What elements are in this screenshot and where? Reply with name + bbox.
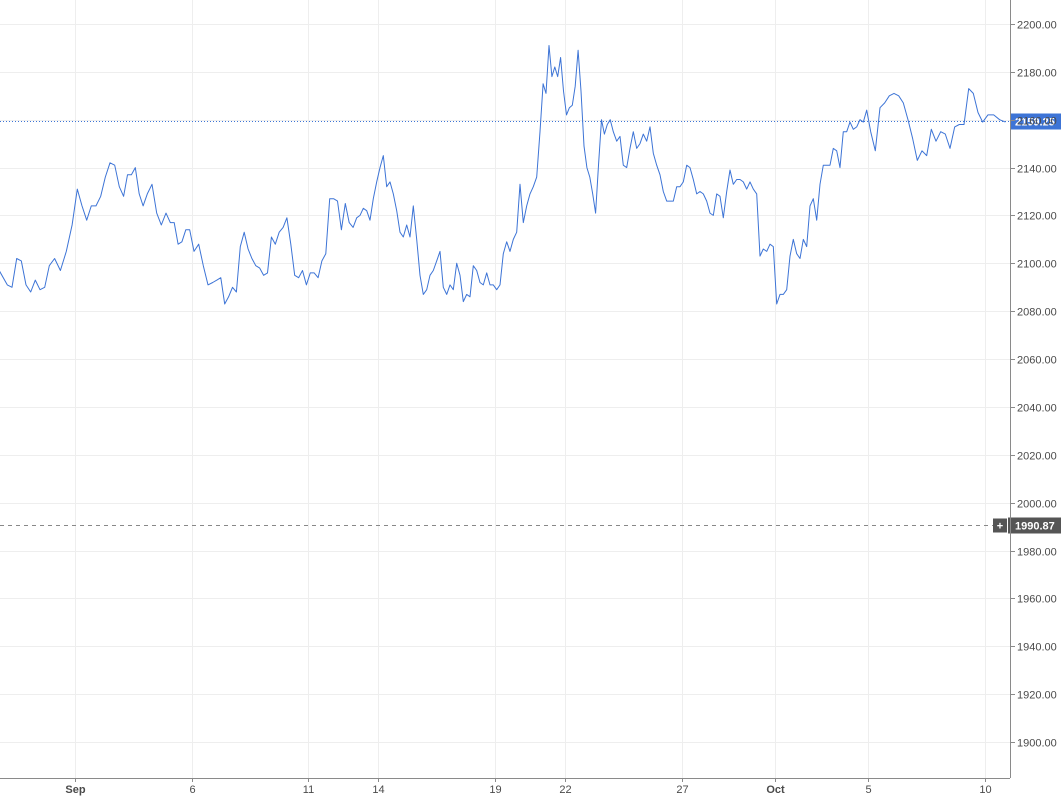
crosshair-plus-button[interactable] <box>993 518 1007 533</box>
y-tick-label: 1900.00 <box>1017 738 1057 750</box>
plus-icon: + <box>997 521 1003 533</box>
y-tick-label: 1960.00 <box>1017 594 1057 606</box>
x-tick-label: 22 <box>559 784 571 796</box>
y-tick-label: 1940.00 <box>1017 642 1057 654</box>
y-tick-label: 2200.00 <box>1017 20 1057 32</box>
last-price-label: 2159.25 <box>1015 117 1055 129</box>
y-tick-label: 1920.00 <box>1017 690 1057 702</box>
last-price-badge <box>1011 113 1061 130</box>
y-tick-label: 2120.00 <box>1017 211 1057 223</box>
x-tick-label: Sep <box>65 784 85 796</box>
grid-lines <box>0 0 1010 778</box>
x-tick-label: 6 <box>189 784 195 796</box>
x-tick-label: 19 <box>489 784 501 796</box>
x-tick-label: Oct <box>766 784 785 796</box>
crosshair-price-label: 1990.87 <box>1015 521 1055 533</box>
x-tick-label: 5 <box>865 784 871 796</box>
y-tick-label: 2000.00 <box>1017 499 1057 511</box>
y-tick-label: 2020.00 <box>1017 451 1057 463</box>
overlay-layer: 2159.25 + 1990.87 <box>0 113 1061 534</box>
x-axis: Sep 6 11 14 19 22 27 Oct 5 10 <box>0 778 1010 796</box>
x-tick-label: 27 <box>676 784 688 796</box>
price-series-line <box>0 45 1006 305</box>
crosshair-price-badge <box>1008 517 1061 534</box>
y-tick-label: 2160.00 <box>1017 116 1057 128</box>
x-tick-label: 11 <box>303 784 314 796</box>
series-layer <box>0 45 1006 305</box>
y-tick-label: 1980.00 <box>1017 547 1057 559</box>
y-axis: 1900.00 1920.00 1940.00 1960.00 1980.00 2000.… <box>1010 0 1057 778</box>
x-tick-label: 10 <box>979 784 991 796</box>
y-tick-label: 2080.00 <box>1017 307 1057 319</box>
x-tick-label: 14 <box>372 784 384 796</box>
y-tick-label: 2060.00 <box>1017 355 1057 367</box>
y-tick-label: 2040.00 <box>1017 403 1057 415</box>
y-tick-label: 2180.00 <box>1017 68 1057 80</box>
y-tick-label: 2140.00 <box>1017 164 1057 176</box>
y-tick-label: 2100.00 <box>1017 259 1057 271</box>
